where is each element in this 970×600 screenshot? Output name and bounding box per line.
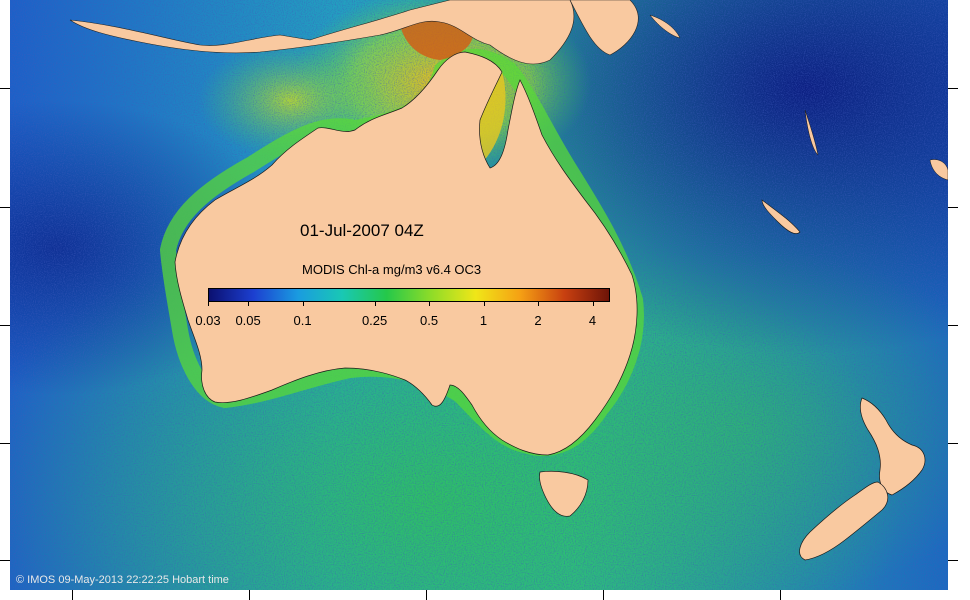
- colorbar-tick-mark: [592, 301, 594, 306]
- vanuatu-islands: [804, 109, 819, 156]
- fiji-islands: [929, 159, 948, 181]
- colorbar-title: MODIS Chl-a mg/m3 v6.4 OC3: [302, 262, 482, 277]
- frame-tick-bottom: [249, 590, 250, 600]
- colorbar-tick-label: 2: [534, 313, 542, 328]
- frame-tick-left: [0, 325, 10, 326]
- new-guinea-landmass: [69, 0, 575, 65]
- colorbar-tick-label: 0.5: [420, 313, 439, 328]
- new-zealand-north-island: [860, 397, 926, 496]
- frame-tick-left: [0, 560, 10, 561]
- solomon-islands: [649, 14, 681, 39]
- copyright-notice: © IMOS 09-May-2013 22:22:25 Hobart time: [16, 574, 229, 586]
- papua-east-landmass: [569, 0, 639, 56]
- frame-tick-right: [948, 207, 958, 208]
- frame-tick-right: [948, 88, 958, 89]
- colorbar-tick-mark: [302, 301, 304, 306]
- colorbar-tick-label: 4: [588, 313, 597, 328]
- frame-tick-right: [948, 560, 958, 561]
- colorbar-tick-label: 0.25: [361, 313, 388, 328]
- colorbar-tick-mark: [248, 301, 250, 306]
- australia-landmass: [174, 51, 638, 456]
- new-caledonia: [761, 199, 801, 234]
- colorbar-tick-label: 1: [479, 313, 488, 328]
- frame-tick-left: [0, 443, 10, 444]
- frame-tick-right: [948, 325, 958, 326]
- tasmania-landmass: [539, 470, 589, 517]
- frame-tick-bottom: [426, 590, 427, 600]
- colorbar-tick-label: 0.03: [195, 313, 221, 328]
- colorbar-tick-mark: [538, 301, 539, 306]
- colorbar: [208, 288, 610, 302]
- frame-tick-left: [0, 207, 10, 208]
- colorbar-tick-mark: [483, 301, 485, 306]
- colorbar-tick-mark: [429, 301, 431, 306]
- colorbar-tick-label: 0.05: [235, 313, 261, 328]
- frame-tick-bottom: [603, 590, 604, 600]
- date-label: 01-Jul-2007 04Z: [300, 221, 424, 240]
- frame-tick-right: [948, 443, 958, 444]
- frame-tick-bottom: [780, 590, 781, 600]
- frame-tick-left: [0, 88, 10, 89]
- colorbar-tick-mark: [374, 301, 376, 306]
- colorbar-tick-mark: [208, 301, 209, 306]
- new-zealand-south-island: [799, 481, 889, 561]
- colorbar-tick-label: 0.1: [293, 313, 312, 328]
- frame-tick-bottom: [72, 590, 73, 600]
